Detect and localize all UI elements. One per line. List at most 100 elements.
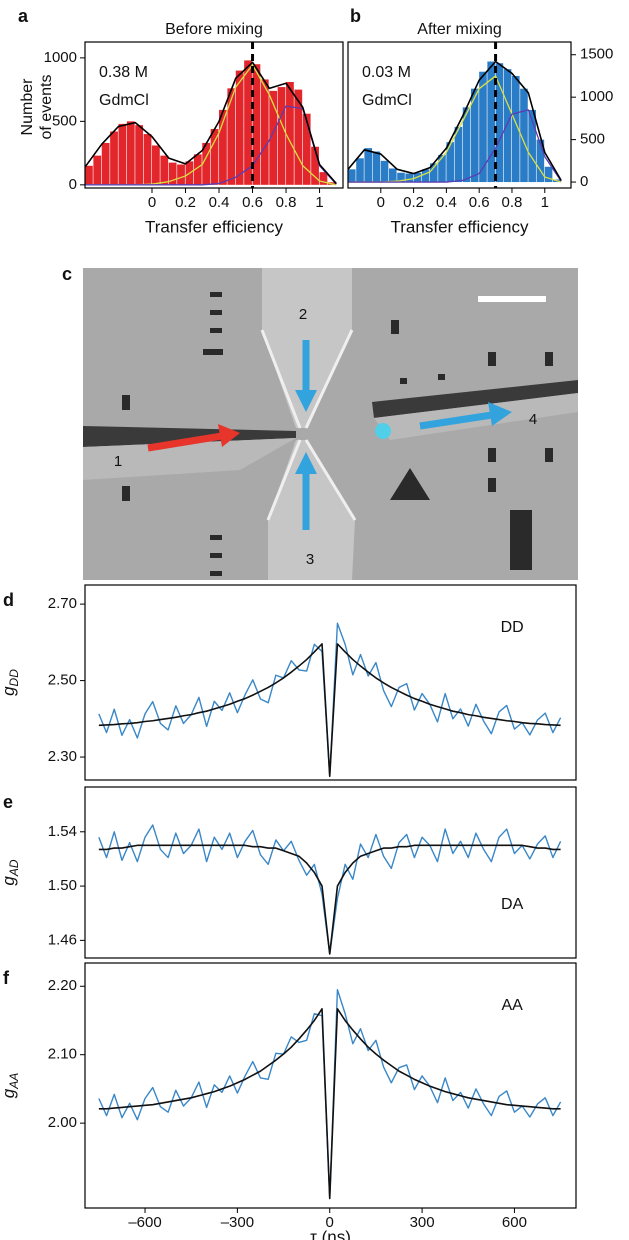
bar bbox=[470, 88, 479, 183]
y-axis-subscript: AD bbox=[7, 859, 21, 877]
x-tick-label: 0.6 bbox=[242, 194, 263, 211]
channel bbox=[268, 440, 355, 580]
x-tick-label: –600 bbox=[128, 1214, 161, 1231]
y-tick-label: 1.54 bbox=[48, 823, 77, 840]
bar bbox=[168, 162, 177, 185]
bar bbox=[388, 168, 397, 183]
panel-label: c bbox=[62, 264, 72, 284]
x-tick-label: 600 bbox=[502, 1214, 527, 1231]
bar bbox=[487, 61, 495, 183]
arrow bbox=[147, 432, 223, 452]
arrow-head bbox=[488, 402, 512, 426]
x-tick-label: 300 bbox=[410, 1214, 435, 1231]
bar bbox=[269, 90, 278, 185]
annotation: DA bbox=[501, 896, 524, 913]
y-tick-label: 500 bbox=[52, 112, 77, 129]
inlet-label: 1 bbox=[114, 453, 122, 470]
bar bbox=[252, 64, 261, 185]
edge bbox=[266, 439, 302, 521]
bar bbox=[462, 107, 471, 183]
annotation: 0.38 M bbox=[99, 64, 148, 81]
y-tick-label: 2.00 bbox=[48, 1114, 77, 1131]
x-tick-label: 1 bbox=[541, 194, 549, 211]
plot-area bbox=[98, 988, 562, 1200]
fit-line bbox=[98, 643, 561, 777]
fit-line bbox=[98, 844, 561, 955]
plot-area bbox=[348, 42, 562, 188]
channel bbox=[83, 426, 296, 447]
inlet-label: 3 bbox=[306, 551, 314, 568]
bar bbox=[544, 166, 553, 183]
x-tick-label: 0 bbox=[377, 194, 385, 211]
bar bbox=[421, 169, 430, 183]
channel bbox=[372, 380, 578, 418]
bar bbox=[126, 121, 135, 185]
plot-area bbox=[98, 824, 562, 955]
fit-curve bbox=[348, 109, 562, 183]
plot-frame bbox=[84, 584, 577, 781]
arrow-head bbox=[295, 390, 317, 412]
bar bbox=[380, 160, 389, 183]
bar bbox=[438, 154, 446, 183]
wells bbox=[122, 292, 553, 576]
bar bbox=[219, 109, 227, 185]
plot-frame bbox=[84, 786, 577, 959]
plot-frame bbox=[84, 962, 577, 1209]
y-tick-label: 0 bbox=[69, 176, 77, 193]
bar bbox=[372, 151, 381, 183]
bar bbox=[118, 123, 127, 185]
bar bbox=[397, 172, 405, 183]
bar bbox=[193, 154, 202, 185]
x-tick-label: 0.4 bbox=[436, 194, 457, 211]
x-axis-label: Transfer efficiency bbox=[145, 217, 283, 236]
annotation: 0.03 M bbox=[362, 64, 411, 81]
panel-label: e bbox=[3, 792, 13, 812]
bar bbox=[454, 126, 463, 183]
edge bbox=[304, 439, 357, 521]
bar bbox=[152, 145, 160, 185]
fit-curve bbox=[85, 105, 337, 186]
panel-label: a bbox=[18, 6, 29, 26]
bar bbox=[286, 81, 294, 185]
bar bbox=[405, 173, 413, 183]
bar bbox=[429, 163, 438, 183]
bar bbox=[202, 142, 211, 185]
y-axis-label: gAA bbox=[0, 1073, 21, 1098]
bar bbox=[528, 109, 536, 183]
arrow-head bbox=[295, 452, 317, 474]
x-tick-label: 0.4 bbox=[209, 194, 230, 211]
x-tick-label: 0 bbox=[326, 1214, 334, 1231]
y-tick-label: 1000 bbox=[44, 49, 77, 66]
bar bbox=[143, 134, 152, 185]
y-tick-label: 1.46 bbox=[48, 931, 77, 948]
y-tick-label: 2.10 bbox=[48, 1046, 77, 1063]
bar bbox=[135, 125, 144, 185]
bar bbox=[101, 142, 110, 185]
bar bbox=[294, 89, 303, 185]
bar bbox=[227, 88, 236, 185]
x-tick-label: 0.6 bbox=[469, 194, 490, 211]
bar bbox=[446, 142, 454, 183]
bar bbox=[210, 128, 219, 185]
y-tick-label: 500 bbox=[580, 131, 605, 148]
x-tick-label: 0.2 bbox=[403, 194, 424, 211]
scale-bar bbox=[478, 296, 546, 302]
y-tick-label: 1.50 bbox=[48, 877, 77, 894]
fit-line bbox=[98, 1008, 561, 1200]
panel-label: b bbox=[350, 6, 361, 26]
bar bbox=[356, 158, 364, 183]
y-axis-symbol: g bbox=[0, 686, 18, 696]
y-axis-label: gDD bbox=[0, 669, 21, 696]
bar bbox=[348, 169, 356, 183]
annotation: GdmCl bbox=[362, 92, 412, 109]
micrograph: c 1 2 3 4 bbox=[62, 264, 578, 580]
data-line bbox=[98, 824, 562, 955]
chart-title: Before mixing bbox=[165, 21, 263, 38]
bar bbox=[520, 88, 528, 183]
arrow bbox=[419, 411, 493, 430]
y-tick-label: 2.50 bbox=[48, 672, 77, 689]
y-axis-subscript: AA bbox=[7, 1073, 21, 1090]
y-axis-label: Number bbox=[19, 78, 36, 136]
inlet-label: 2 bbox=[299, 306, 307, 323]
